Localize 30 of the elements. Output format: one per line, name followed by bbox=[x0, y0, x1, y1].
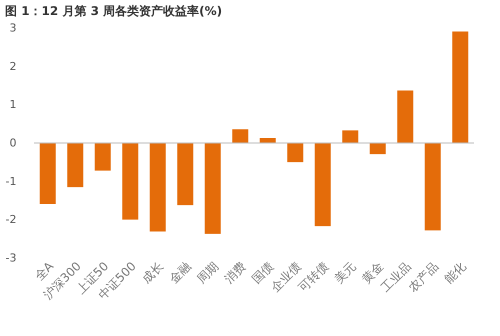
y-tick-label: -3 bbox=[6, 252, 16, 264]
bar bbox=[370, 143, 386, 154]
bar bbox=[67, 143, 84, 188]
bar bbox=[177, 143, 194, 206]
bar bbox=[122, 143, 138, 220]
y-tick-label: 3 bbox=[10, 22, 16, 34]
bar bbox=[424, 143, 441, 230]
bar bbox=[150, 143, 166, 232]
y-tick-label: -1 bbox=[6, 174, 16, 188]
bar bbox=[232, 129, 248, 143]
y-tick-label: 1 bbox=[10, 98, 16, 112]
y-tick-label: 0 bbox=[10, 136, 16, 150]
bar bbox=[397, 90, 414, 143]
x-tick-label: 周期 bbox=[194, 259, 222, 286]
bar bbox=[314, 143, 331, 226]
y-tick-label: -2 bbox=[6, 213, 16, 226]
bar bbox=[260, 138, 276, 143]
x-tick-label: 消费 bbox=[222, 259, 249, 286]
x-tick-label: 金融 bbox=[166, 259, 194, 286]
bar bbox=[204, 143, 221, 234]
x-tick-label: 能化 bbox=[442, 259, 469, 286]
x-tick-label: 成长 bbox=[139, 259, 166, 286]
bar bbox=[452, 31, 468, 143]
bar bbox=[40, 143, 56, 204]
bar bbox=[287, 143, 304, 162]
bar bbox=[94, 143, 111, 171]
y-tick-label: 2 bbox=[10, 60, 16, 73]
x-tick-label: 美元 bbox=[332, 259, 359, 286]
bar bbox=[342, 130, 358, 143]
chart-title: 图 1：12 月第 3 周各类资产收益率(%) bbox=[5, 4, 222, 18]
